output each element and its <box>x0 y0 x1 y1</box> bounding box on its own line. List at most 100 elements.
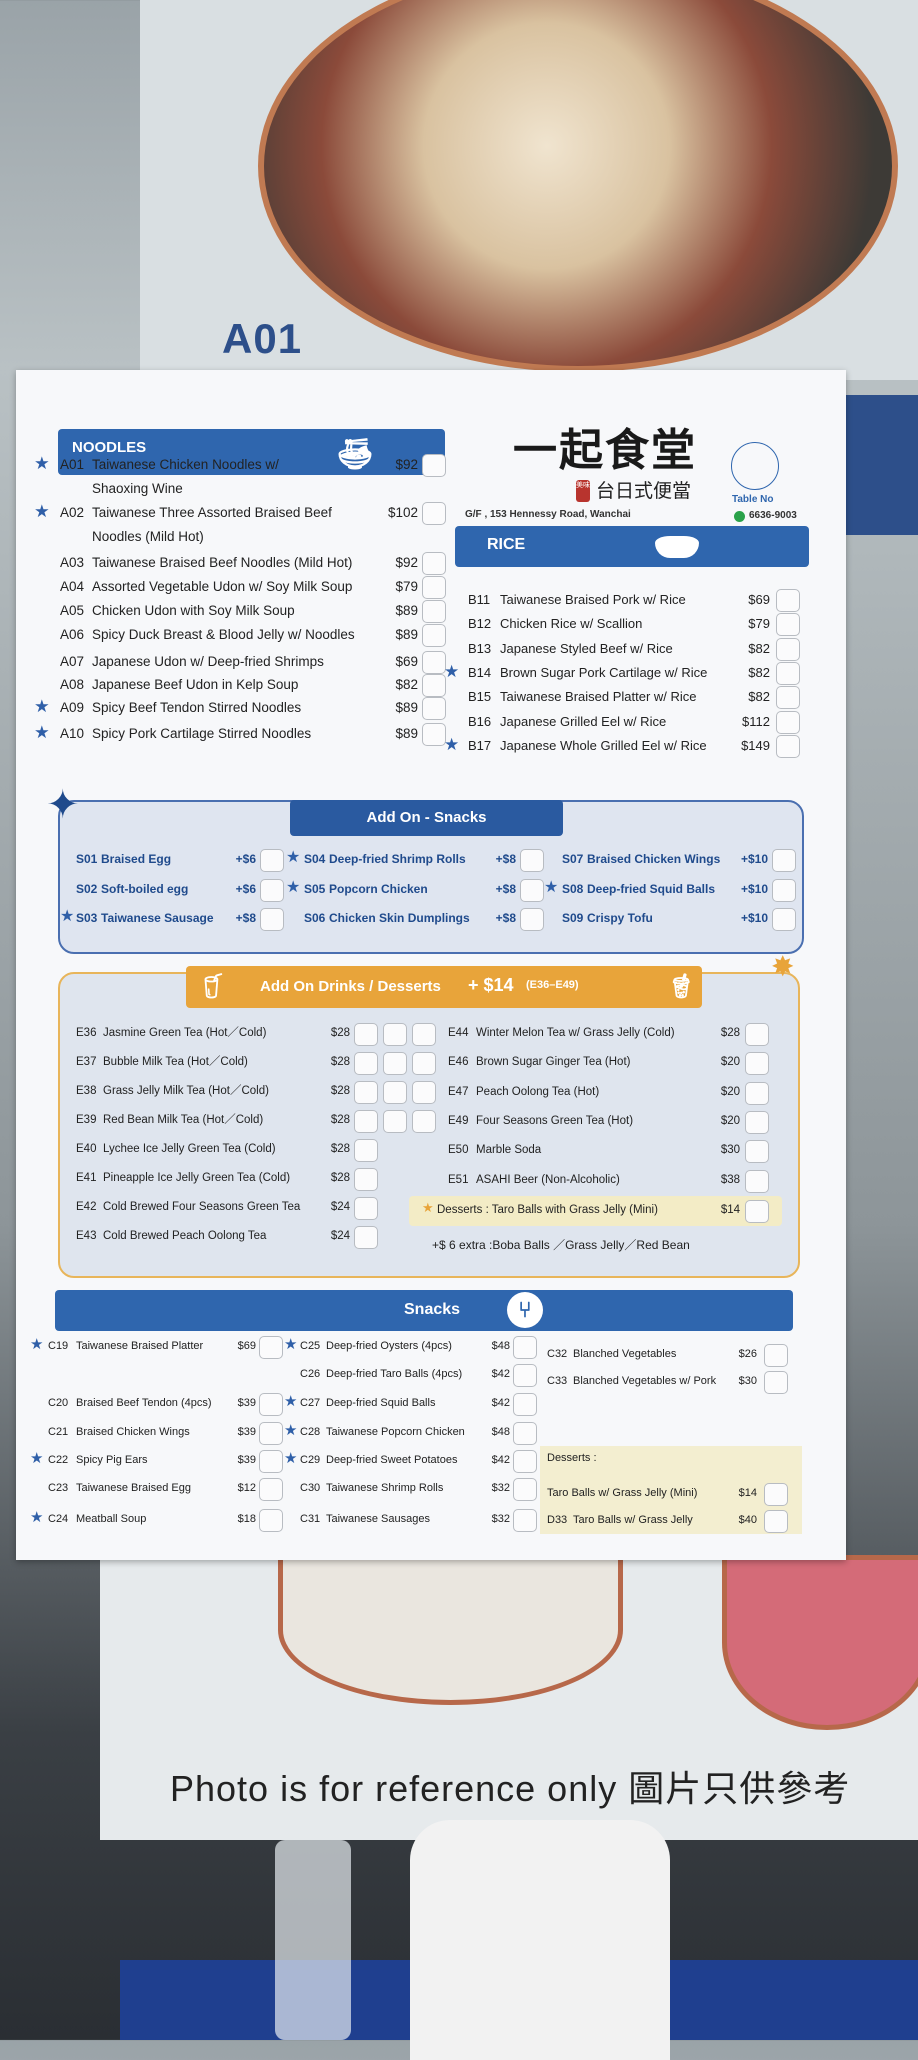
dish-photo <box>258 0 898 372</box>
order-checkbox[interactable] <box>412 1052 436 1075</box>
order-checkbox[interactable] <box>383 1052 407 1075</box>
order-checkbox[interactable] <box>776 637 800 661</box>
order-checkbox[interactable] <box>383 1023 407 1046</box>
order-checkbox[interactable] <box>776 710 800 734</box>
item-name: Japanese Whole Grilled Eel w/ Rice <box>500 737 707 753</box>
order-checkbox[interactable] <box>776 734 800 758</box>
item-code: E37 <box>76 1056 97 1068</box>
restaurant-logo: 一起食堂 <box>513 425 697 476</box>
order-checkbox[interactable] <box>259 1450 283 1473</box>
order-checkbox[interactable] <box>259 1336 283 1359</box>
order-checkbox[interactable] <box>776 613 800 637</box>
item-price: +$10 <box>740 852 768 866</box>
item-price: $79 <box>748 616 770 632</box>
item-name: Taiwanese Chicken Noodles w/ <box>92 457 279 472</box>
order-checkbox[interactable] <box>422 674 446 697</box>
order-checkbox[interactable] <box>422 454 446 477</box>
item-name: Chicken Rice w/ Scallion <box>500 616 643 632</box>
order-checkbox[interactable] <box>764 1371 788 1394</box>
order-checkbox[interactable] <box>520 849 544 872</box>
item-name: Taiwanese Three Assorted Braised Beef <box>92 505 332 520</box>
order-checkbox[interactable] <box>412 1110 436 1133</box>
drinks-extra-note: +$ 6 extra :Boba Balls ／Grass Jelly／Red … <box>432 1238 690 1252</box>
order-checkbox[interactable] <box>412 1023 436 1046</box>
star-icon: ★ <box>34 501 50 521</box>
order-checkbox[interactable] <box>354 1052 378 1075</box>
item-price: $82 <box>395 677 418 692</box>
item-price: +$10 <box>740 881 768 896</box>
order-checkbox[interactable] <box>383 1081 407 1104</box>
item-name: Lychee Ice Jelly Green Tea (Cold) <box>103 1143 276 1155</box>
order-checkbox[interactable] <box>383 1110 407 1133</box>
order-checkbox[interactable] <box>412 1081 436 1104</box>
order-checkbox[interactable] <box>259 1478 283 1501</box>
drinks-title-price: + $14 <box>468 975 514 995</box>
item-price: $42 <box>491 1397 510 1409</box>
order-checkbox[interactable] <box>513 1364 537 1387</box>
order-checkbox[interactable] <box>764 1510 788 1533</box>
order-checkbox[interactable] <box>354 1110 378 1133</box>
item-code: S07 <box>562 852 584 866</box>
item-name: Spicy Pork Cartilage Stirred Noodles <box>92 726 312 741</box>
item-code: E39 <box>76 1114 97 1126</box>
order-checkbox[interactable] <box>354 1139 378 1162</box>
order-checkbox[interactable] <box>260 849 284 872</box>
item-name: Red Bean Milk Tea (Hot／Cold) <box>103 1114 264 1126</box>
item-price: $30 <box>720 1144 740 1157</box>
order-checkbox[interactable] <box>422 552 446 575</box>
order-checkbox[interactable] <box>422 697 446 720</box>
order-checkbox[interactable] <box>764 1344 788 1367</box>
order-checkbox[interactable] <box>776 661 800 685</box>
order-checkbox[interactable] <box>260 908 284 931</box>
item-price: $12 <box>237 1482 256 1494</box>
order-checkbox[interactable] <box>745 1169 769 1193</box>
order-checkbox[interactable] <box>259 1509 283 1532</box>
order-checkbox[interactable] <box>513 1422 537 1445</box>
order-checkbox[interactable] <box>422 651 446 674</box>
order-checkbox[interactable] <box>422 502 446 525</box>
order-checkbox[interactable] <box>745 1110 769 1134</box>
item-name: Crispy Tofu <box>587 911 653 925</box>
item-code: E42 <box>76 1201 97 1213</box>
order-checkbox[interactable] <box>354 1081 378 1104</box>
item-name-continued: Shaoxing Wine <box>92 481 183 496</box>
item-price: $39 <box>237 1397 256 1409</box>
order-checkbox[interactable] <box>422 576 446 599</box>
order-checkbox[interactable] <box>772 878 796 902</box>
item-code: E49 <box>448 1114 469 1127</box>
order-checkbox[interactable] <box>513 1450 537 1473</box>
item-code: A01 <box>60 457 85 472</box>
order-checkbox[interactable] <box>520 878 544 902</box>
order-checkbox[interactable] <box>772 908 796 931</box>
drink-cup-icon: 🥤︎ <box>198 973 229 1000</box>
table-number-circle[interactable] <box>731 442 779 490</box>
order-checkbox[interactable] <box>745 1081 769 1105</box>
order-checkbox[interactable] <box>745 1200 769 1223</box>
order-checkbox[interactable] <box>776 589 800 612</box>
order-checkbox[interactable] <box>354 1197 378 1220</box>
order-checkbox[interactable] <box>260 878 284 902</box>
order-checkbox[interactable] <box>520 908 544 931</box>
order-checkbox[interactable] <box>354 1023 378 1046</box>
order-checkbox[interactable] <box>259 1422 283 1445</box>
order-checkbox[interactable] <box>354 1168 378 1191</box>
order-checkbox[interactable] <box>513 1478 537 1501</box>
order-checkbox[interactable] <box>422 624 446 647</box>
item-price: $24 <box>330 1230 350 1242</box>
order-checkbox[interactable] <box>354 1226 378 1249</box>
order-checkbox[interactable] <box>259 1393 283 1416</box>
order-checkbox[interactable] <box>745 1052 769 1076</box>
order-checkbox[interactable] <box>513 1336 537 1359</box>
item-code: S05 <box>304 881 326 896</box>
order-checkbox[interactable] <box>772 849 796 872</box>
item-price: $89 <box>395 726 418 741</box>
order-checkbox[interactable] <box>764 1483 788 1506</box>
order-checkbox[interactable] <box>776 686 800 710</box>
order-checkbox[interactable] <box>745 1140 769 1164</box>
order-checkbox[interactable] <box>513 1393 537 1416</box>
order-checkbox[interactable] <box>422 600 446 623</box>
order-checkbox[interactable] <box>422 723 446 746</box>
order-checkbox[interactable] <box>513 1509 537 1532</box>
order-checkbox[interactable] <box>745 1023 769 1046</box>
item-code: S02 <box>76 881 98 896</box>
